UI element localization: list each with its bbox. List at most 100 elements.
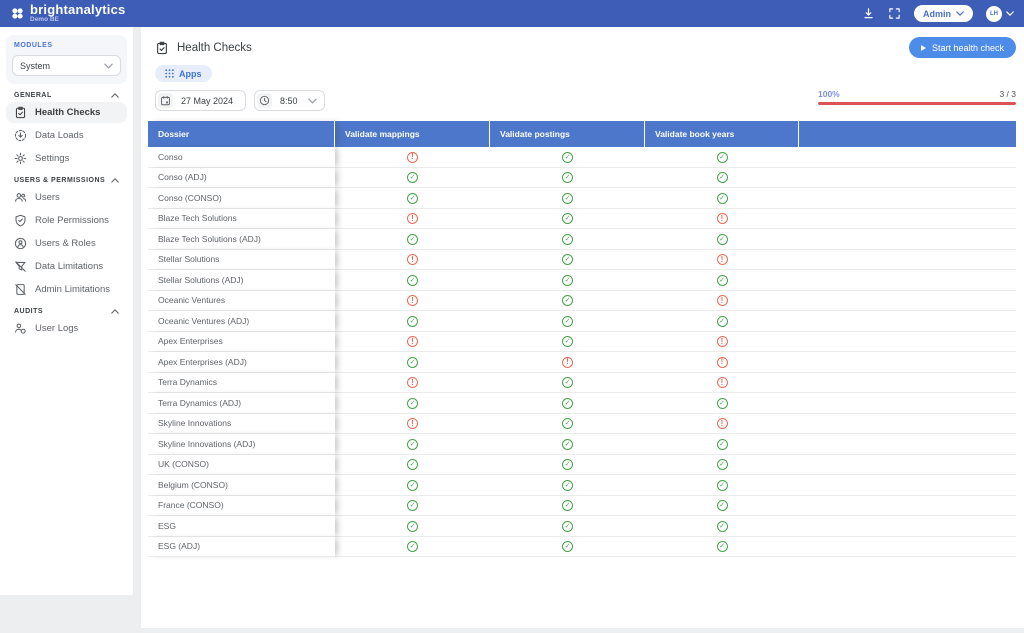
status-cell: ✓ (645, 188, 799, 209)
status-error-icon: ! (716, 295, 728, 306)
time-picker[interactable]: 8:50 (254, 90, 325, 111)
dossier-cell: Stellar Solutions (148, 249, 335, 270)
table-row: France (CONSO) ✓ ✓ ✓ (148, 495, 1016, 516)
date-picker[interactable]: 27 May 2024 (155, 90, 247, 111)
shield-check-icon (14, 214, 27, 227)
sidebar-item-admin-limitations[interactable]: Admin Limitations (6, 279, 127, 300)
chevron-up-icon (111, 93, 119, 98)
sidebar-item-users-roles[interactable]: Users & Roles (6, 233, 127, 254)
table-body: Conso! ✓ ✓ Conso (ADJ) ✓ ✓ ✓ Conso (CONSO) ✓ ✓ ✓ Bl… (148, 147, 1016, 557)
status-cell: ✓ (490, 372, 645, 393)
filler-cell (799, 372, 1016, 393)
topbar: brightanalytics Demo BE Admin LH (0, 0, 1024, 27)
status-ok-icon: ✓ (716, 479, 728, 491)
health-checks-icon (14, 106, 27, 119)
sidebar-item-role-permissions[interactable]: Role Permissions (6, 210, 127, 231)
sidebar-item-label: Admin Limitations (35, 284, 110, 295)
user-menu-chevron-icon[interactable] (1006, 11, 1014, 16)
status-cell: ! (335, 147, 490, 168)
admin-menu-button[interactable]: Admin (914, 5, 973, 22)
status-cell: ✓ (335, 188, 490, 209)
sidebar-item-settings[interactable]: Settings (6, 148, 127, 169)
filler-cell (799, 413, 1016, 434)
status-ok-icon: ✓ (407, 192, 418, 204)
status-ok-icon: ✓ (562, 295, 573, 307)
apps-button-label: Apps (179, 68, 202, 79)
status-cell: ✓ (645, 454, 799, 475)
user-menu[interactable]: LH (986, 5, 1014, 22)
health-checks-table: Dossier Validate mappings Validate posting… (148, 121, 1016, 557)
status-error-icon: ! (562, 356, 573, 368)
brand: brightanalytics Demo BE (10, 3, 125, 24)
progress-percent: 100% (818, 89, 840, 99)
dossier-cell: Conso (148, 147, 335, 168)
sidebar-section-audits: AUDITS User Logs (0, 308, 133, 339)
sidebar-item-health-checks[interactable]: Health Checks (6, 102, 127, 123)
sidebar-item-users[interactable]: Users (6, 187, 127, 208)
status-ok-icon: ✓ (716, 172, 728, 184)
section-header-audits[interactable]: AUDITS (14, 308, 119, 315)
start-health-check-button[interactable]: Start health check (908, 37, 1016, 58)
status-ok-icon: ✓ (407, 315, 418, 327)
status-ok-icon: ✓ (407, 479, 418, 491)
start-health-check-label: Start health check (931, 42, 1004, 53)
download-icon[interactable] (862, 7, 875, 20)
module-select[interactable]: System (12, 55, 121, 76)
status-ok-icon: ✓ (562, 438, 573, 450)
status-cell: ✓ (490, 167, 645, 188)
time-value: 8:50 (280, 95, 298, 106)
section-label: USERS & PERMISSIONS (14, 177, 106, 184)
status-cell: ✓ (490, 290, 645, 311)
status-cell: ! (645, 331, 799, 352)
status-ok-icon: ✓ (716, 459, 728, 471)
status-cell: ✓ (335, 536, 490, 557)
status-error-icon: ! (407, 151, 418, 163)
dossier-cell: ESG (148, 516, 335, 537)
status-cell: ✓ (490, 249, 645, 270)
status-cell: ✓ (335, 454, 490, 475)
dossier-cell: Terra Dynamics (148, 372, 335, 393)
dossier-cell: Skyline Innovations (148, 413, 335, 434)
apps-button[interactable]: Apps (155, 65, 212, 82)
sidebar-item-data-loads[interactable]: Data Loads (6, 125, 127, 146)
sidebar-item-label: Data Loads (35, 130, 84, 141)
date-value: 27 May 2024 (181, 95, 234, 106)
table-header-row: Dossier Validate mappings Validate posting… (148, 121, 1016, 147)
status-cell: ! (645, 352, 799, 373)
column-header: Dossier (148, 121, 335, 147)
avatar[interactable]: LH (986, 5, 1002, 22)
clock-icon (257, 93, 273, 108)
status-ok-icon: ✓ (716, 151, 728, 163)
status-ok-icon: ✓ (407, 233, 418, 245)
sidebar-item-label: Health Checks (35, 107, 101, 118)
section-header-users-permissions[interactable]: USERS & PERMISSIONS (14, 177, 119, 184)
status-cell: ✓ (645, 229, 799, 250)
section-header-general[interactable]: GENERAL (14, 92, 119, 99)
play-icon (920, 44, 926, 51)
avatar-initials: LH (990, 10, 998, 17)
dossier-cell: Oceanic Ventures (ADJ) (148, 311, 335, 332)
environment-label: Demo BE (30, 16, 59, 24)
sidebar-item-data-limitations[interactable]: Data Limitations (6, 256, 127, 277)
status-cell: ✓ (490, 516, 645, 537)
status-cell: ! (645, 249, 799, 270)
status-cell: ✓ (645, 270, 799, 291)
health-checks-icon (157, 41, 167, 54)
table-row: Apex Enterprises! ✓! (148, 331, 1016, 352)
sidebar-item-label: User Logs (35, 323, 79, 334)
status-cell: ✓ (490, 147, 645, 168)
status-ok-icon: ✓ (562, 151, 573, 163)
status-cell: ✓ (645, 434, 799, 455)
status-ok-icon: ✓ (716, 315, 728, 327)
status-cell: ✓ (490, 208, 645, 229)
sidebar-item-user-logs[interactable]: User Logs (6, 318, 127, 339)
table-row: Conso! ✓ ✓ (148, 147, 1016, 168)
dossier-cell: Oceanic Ventures (148, 290, 335, 311)
status-cell: ✓ (645, 536, 799, 557)
expand-icon[interactable] (888, 7, 901, 20)
column-header: Validate postings (490, 121, 645, 147)
progress-bar (818, 102, 1016, 105)
status-error-icon: ! (407, 254, 418, 265)
filler-cell (799, 536, 1016, 557)
sidebar-item-label: Settings (35, 153, 70, 164)
